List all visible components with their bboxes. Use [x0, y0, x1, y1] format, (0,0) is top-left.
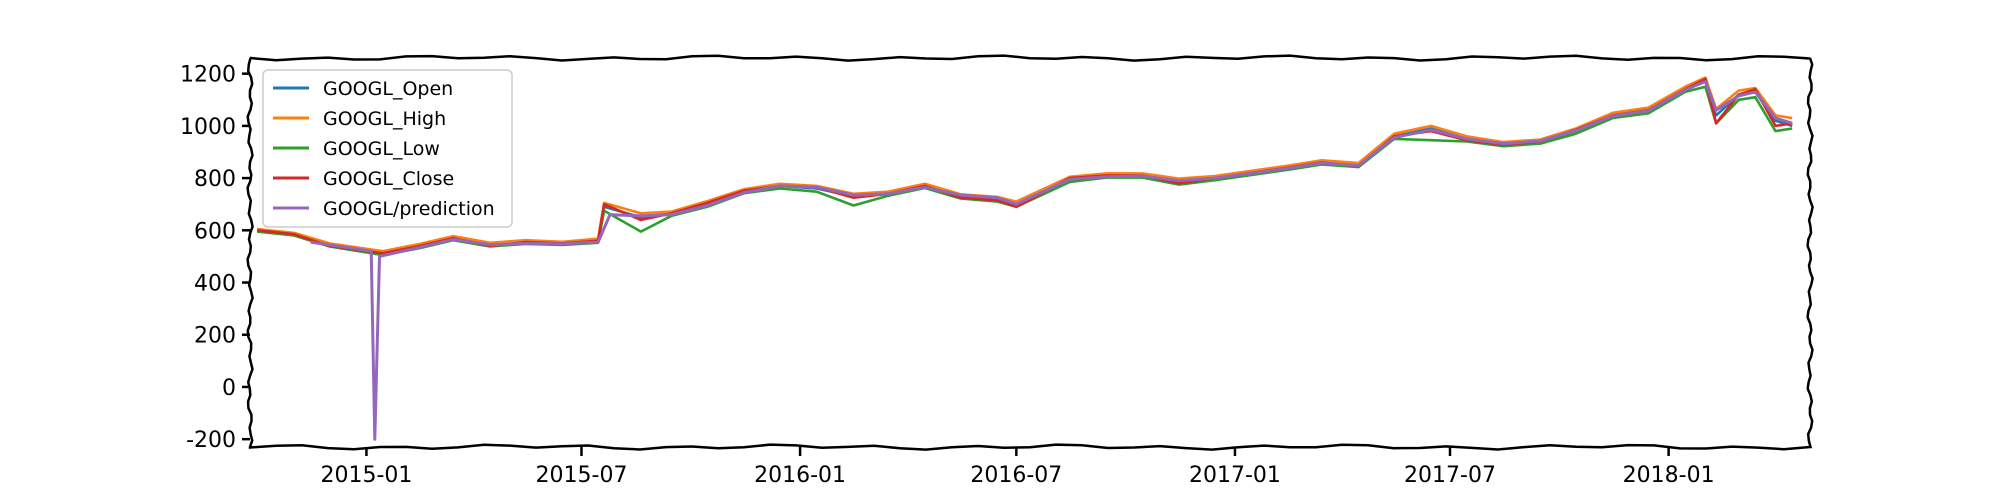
y-tick-label: -200 — [186, 428, 236, 453]
legend-label: GOOGL_Low — [323, 138, 440, 160]
x-tick-label: 2016-01 — [754, 463, 846, 488]
legend-label: GOOGL/prediction — [323, 198, 495, 220]
legend-label: GOOGL_Close — [323, 168, 454, 190]
y-axis: 1200 1000 800 600 400 200 0 -200 — [180, 63, 250, 453]
x-axis: 2015-01 2015-07 2016-01 2016-07 2017-01 2017-… — [320, 447, 1715, 488]
y-tick-label: 1200 — [180, 63, 236, 88]
x-tick-label: 2017-07 — [1404, 463, 1496, 488]
y-tick-label: 0 — [222, 376, 236, 401]
legend-label: GOOGL_Open — [323, 78, 453, 100]
y-tick-label: 600 — [194, 219, 236, 244]
y-tick-label: 200 — [194, 324, 236, 349]
plot-frame — [246, 54, 1814, 451]
series-layer — [256, 76, 1793, 441]
x-tick-label: 2017-01 — [1189, 463, 1281, 488]
legend: GOOGL_Open GOOGL_High GOOGL_Low GOOGL_Close… — [262, 69, 513, 228]
x-tick-label: 2015-01 — [320, 463, 412, 488]
y-tick-label: 1000 — [180, 115, 236, 140]
legend-box — [262, 69, 513, 228]
x-tick-label: 2018-01 — [1623, 463, 1715, 488]
series-line-googl-prediction — [310, 80, 1793, 441]
y-tick-label: 400 — [194, 272, 236, 297]
x-tick-label: 2015-07 — [536, 463, 628, 488]
x-tick-label: 2016-07 — [970, 463, 1062, 488]
y-tick-label: 800 — [194, 167, 236, 192]
legend-label: GOOGL_High — [323, 108, 446, 130]
